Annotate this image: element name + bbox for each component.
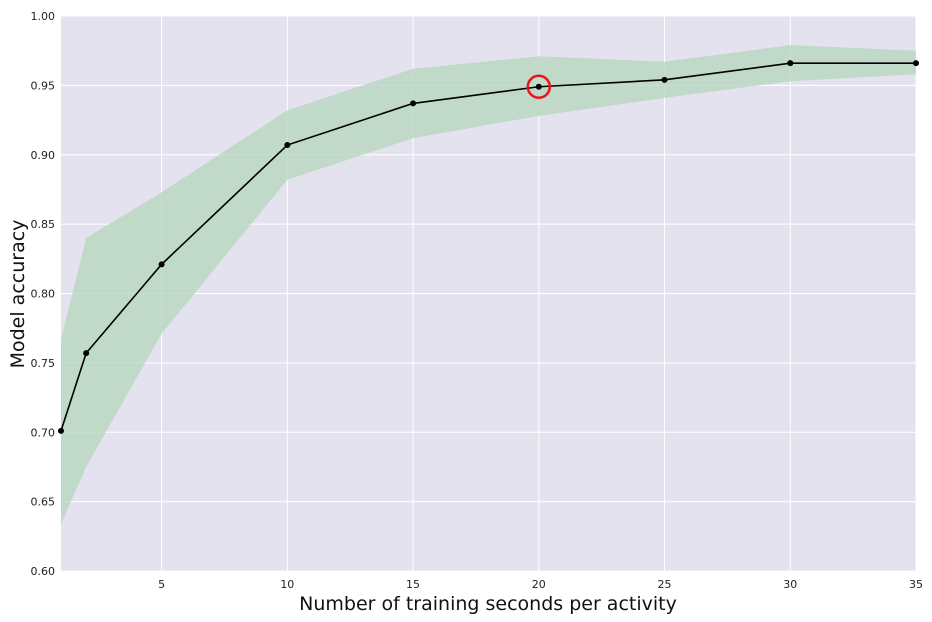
y-tick-label: 0.85 <box>31 218 56 231</box>
y-axis-ticks: 0.60 0.65 0.70 0.75 0.80 0.85 0.90 0.95 1.00 <box>31 10 56 578</box>
data-point <box>535 83 542 90</box>
data-point <box>410 100 417 107</box>
data-point <box>158 261 165 268</box>
y-tick-label: 0.90 <box>31 149 56 162</box>
data-point <box>58 427 64 434</box>
data-point <box>913 60 919 67</box>
highlight-circle <box>526 74 552 100</box>
y-tick-label: 0.75 <box>31 357 56 370</box>
highlight-layer <box>526 74 552 100</box>
y-tick-label: 0.70 <box>31 426 56 439</box>
y-tick-label: 0.95 <box>31 79 56 92</box>
x-tick-label: 10 <box>280 578 294 591</box>
confidence-band-layer <box>61 45 916 524</box>
x-axis-label: Number of training seconds per activity <box>299 593 677 615</box>
y-tick-label: 0.80 <box>31 288 56 301</box>
x-tick-label: 20 <box>532 578 546 591</box>
data-point <box>83 350 90 357</box>
confidence-band <box>61 45 916 524</box>
data-points <box>58 60 919 434</box>
x-tick-label: 5 <box>158 578 165 591</box>
x-axis-ticks: 5 10 15 20 25 30 35 <box>158 578 923 591</box>
data-point <box>787 60 794 67</box>
y-tick-label: 1.00 <box>31 10 56 23</box>
data-point <box>284 142 291 149</box>
x-tick-label: 30 <box>783 578 797 591</box>
y-axis-label: Model accuracy <box>7 220 29 369</box>
x-tick-label: 35 <box>909 578 923 591</box>
x-tick-label: 15 <box>406 578 420 591</box>
x-tick-label: 25 <box>658 578 672 591</box>
y-tick-label: 0.60 <box>31 565 56 578</box>
data-point <box>661 76 668 83</box>
y-tick-label: 0.65 <box>31 496 56 509</box>
